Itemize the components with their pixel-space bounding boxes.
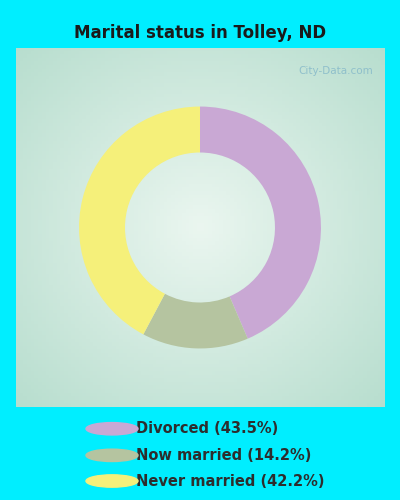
Wedge shape [200, 106, 321, 338]
Text: Marital status in Tolley, ND: Marital status in Tolley, ND [74, 24, 326, 42]
Text: Divorced (43.5%): Divorced (43.5%) [136, 421, 278, 436]
Circle shape [86, 422, 138, 435]
Text: Now married (14.2%): Now married (14.2%) [136, 448, 311, 463]
Wedge shape [79, 106, 200, 334]
Circle shape [86, 449, 138, 462]
Wedge shape [143, 294, 248, 348]
Text: City-Data.com: City-Data.com [298, 66, 373, 76]
Circle shape [86, 475, 138, 487]
Text: Never married (42.2%): Never married (42.2%) [136, 474, 324, 488]
